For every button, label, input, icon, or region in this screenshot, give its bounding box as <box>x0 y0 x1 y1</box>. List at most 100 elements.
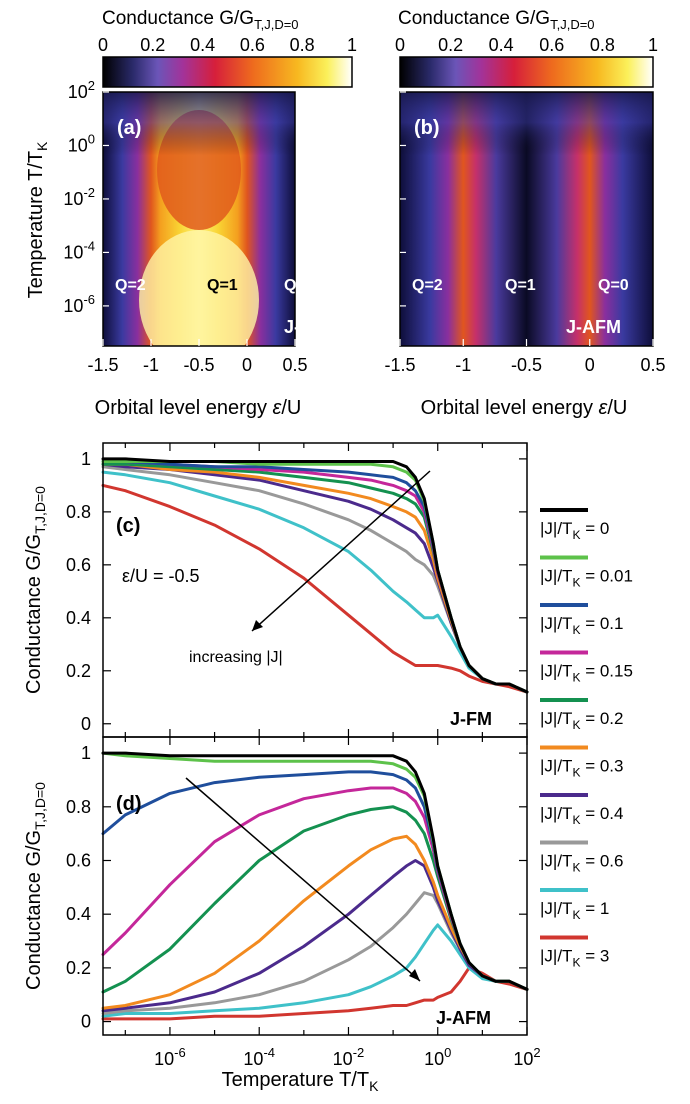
arrow-line-d <box>185 777 421 982</box>
line-panel-d: 1 0.8 0.6 0.4 0.2 0 10-6 10-4 10-2 100 102 (d) J-A… <box>66 736 541 1069</box>
legend-item: |J|/TK = 0.3 <box>540 745 623 780</box>
x-tick-label: 102 <box>513 1045 540 1069</box>
colorbar-tick-label: 0.4 <box>190 35 215 55</box>
y-tick-label: 0 <box>81 714 91 734</box>
line-d-axes: 1 0.8 0.6 0.4 0.2 0 10-6 10-4 10-2 100 102 <box>66 737 541 1069</box>
colorbar-gradient-a <box>102 56 353 88</box>
legend-item: |J|/TK = 3 <box>540 935 609 970</box>
panel-tag-a: (a) <box>117 117 141 139</box>
legend-label: |J|/TK = 0 <box>540 519 609 542</box>
colorbar-a: Conductance G/GT,J,D=0 0 0.2 0.4 0.6 0.8 1 <box>98 8 357 88</box>
colorbar-gradient-b <box>399 56 654 88</box>
corner-label-c: J-FM <box>450 709 492 729</box>
y-tick-label: 10-6 <box>63 292 95 316</box>
x-tick-label: 0 <box>242 355 252 375</box>
y-tick-label: 0.6 <box>66 850 91 870</box>
legend-label: |J|/TK = 0.01 <box>540 567 633 590</box>
colorbar-b: Conductance G/GT,J,D=0 0 0.2 0.4 0.6 0.8 1 <box>395 8 658 88</box>
corner-label-a: J-FM <box>284 317 326 337</box>
corner-label-d: J-AFM <box>436 1008 491 1028</box>
corner-label-b: J-AFM <box>566 317 621 337</box>
heatmap-b-top-fade <box>400 92 653 346</box>
x-tick-label: 0.5 <box>282 355 307 375</box>
colorbar-tick-label: 0 <box>98 35 108 55</box>
y-tick-label: 0 <box>81 1012 91 1032</box>
x-tick-label: -1.5 <box>87 355 118 375</box>
colorbar-tick-label: 0.4 <box>489 35 514 55</box>
series-line <box>101 859 529 1013</box>
q-label-a-1: Q=1 <box>207 277 238 294</box>
y-tick-label: 102 <box>68 78 95 102</box>
heatmap-panel-a: (a) Q=2 Q=1 Q=0 J-FM -1.5 -1 -0.5 0 0.5 102 10… <box>63 78 326 375</box>
x-tick-label: -0.5 <box>511 355 542 375</box>
colorbar-title-a: Conductance G/GT,J,D=0 <box>102 8 299 32</box>
heatmap-xlabel-b: Orbital level energy ε/U <box>421 397 628 419</box>
x-tick-label: -0.5 <box>183 355 214 375</box>
colorbar-tick-label: 0.6 <box>539 35 564 55</box>
legend-label: |J|/TK = 3 <box>540 947 609 970</box>
panel-tag-c: (c) <box>116 515 140 537</box>
q-label-b-2: Q=2 <box>412 277 443 294</box>
q-label-b-0: Q=0 <box>598 277 629 294</box>
q-label-b-1: Q=1 <box>505 277 536 294</box>
series-line <box>101 805 529 994</box>
x-tick-label: 10-6 <box>154 1045 186 1069</box>
x-tick-label: 100 <box>424 1045 451 1069</box>
series-line <box>101 751 529 991</box>
arrow-head-d <box>409 969 420 981</box>
colorbar-tick-label: 0.8 <box>590 35 615 55</box>
colorbar-title-b: Conductance G/GT,J,D=0 <box>398 8 595 32</box>
line-panel-c: 1 0.8 0.6 0.4 0.2 0 (c) ε/U = -0.5 increasing… <box>66 442 529 738</box>
colorbar-tick-label: 0 <box>395 35 405 55</box>
legend-item: |J|/TK = 0.6 <box>540 840 623 875</box>
series-line <box>101 834 529 1010</box>
legend-label: |J|/TK = 0.4 <box>540 804 623 827</box>
legend-label: |J|/TK = 0.3 <box>540 757 623 780</box>
arrow-head-c <box>252 620 263 631</box>
heatmap-ylabel: Temperature T/TK <box>25 141 50 298</box>
q-label-a-0: Q=0 <box>284 277 315 294</box>
x-tick-label: -1.5 <box>384 355 415 375</box>
y-tick-label: 10-2 <box>63 185 95 209</box>
eps-note-c: ε/U = -0.5 <box>122 566 200 586</box>
y-tick-label: 1 <box>81 449 91 469</box>
legend-item: |J|/TK = 0.1 <box>540 603 623 637</box>
ylabel-d: Conductance G/GT,J,D=0 <box>23 782 48 990</box>
x-tick-label: 0 <box>585 355 595 375</box>
colorbar-tick-label: 0.6 <box>240 35 265 55</box>
series-line <box>101 483 529 694</box>
ylabel-c: Conductance G/GT,J,D=0 <box>23 486 48 694</box>
y-tick-label: 0.4 <box>66 608 91 628</box>
legend-label: |J|/TK = 0.6 <box>540 852 623 875</box>
panel-tag-b: (b) <box>414 117 440 139</box>
y-tick-label: 0.4 <box>66 904 91 924</box>
x-tick-label: 0.5 <box>640 355 665 375</box>
y-tick-label: 100 <box>68 131 95 155</box>
legend-label: |J|/TK = 0.15 <box>540 662 633 685</box>
x-tick-label: 10-2 <box>333 1045 365 1069</box>
line-d-frame <box>102 736 528 1036</box>
legend-label: |J|/TK = 0.1 <box>540 614 623 637</box>
heatmap-a-axes: -1.5 -1 -0.5 0 0.5 102 100 10-2 10-4 10-6 <box>63 78 307 375</box>
legend-label: |J|/TK = 1 <box>540 899 609 922</box>
legend-item: |J|/TK = 0.2 <box>540 698 623 732</box>
x-tick-label: -1 <box>455 355 471 375</box>
x-tick-label: -1 <box>143 355 159 375</box>
legend-item: |J|/TK = 0.15 <box>540 650 633 685</box>
y-tick-label: 0.2 <box>66 661 91 681</box>
colorbar-tick-label: 0.8 <box>290 35 315 55</box>
legend: |J|/TK = 0 |J|/TK = 0.01 |J|/TK = 0.1 |J|/T… <box>540 508 633 970</box>
series-line <box>101 923 529 1018</box>
colorbar-ticks-a: 0 0.2 0.4 0.6 0.8 1 <box>98 35 357 55</box>
line-c-axes: 1 0.8 0.6 0.4 0.2 0 <box>66 443 528 737</box>
colorbar-tick-label: 0.2 <box>140 35 165 55</box>
arrow-line-c <box>251 470 431 632</box>
colorbar-tick-label: 1 <box>347 35 357 55</box>
heatmap-b-axes: -1.5 -1 -0.5 0 0.5 <box>384 91 666 375</box>
y-tick-label: 10-4 <box>63 238 95 262</box>
xlabel-d: Temperature T/TK <box>222 1069 379 1094</box>
arrow-note-c: increasing |J| <box>189 649 283 666</box>
colorbar-tick-label: 0.2 <box>438 35 463 55</box>
y-tick-label: 0.2 <box>66 958 91 978</box>
